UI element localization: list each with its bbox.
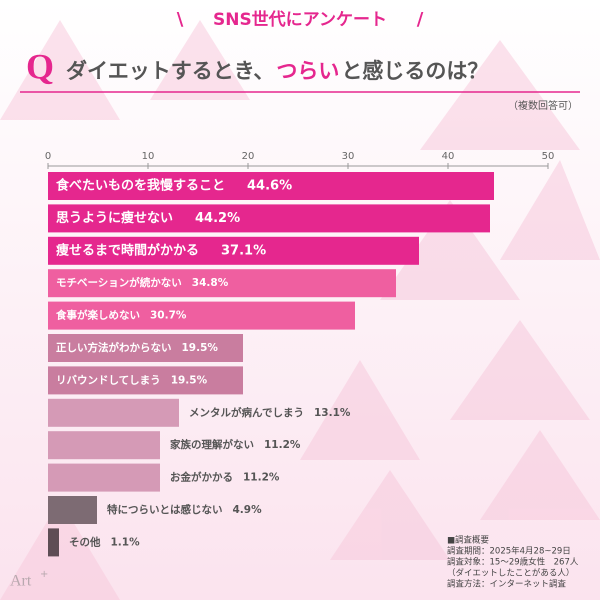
value-label: 44.6%: [247, 179, 292, 194]
logo-mark: +: [40, 569, 48, 580]
bar: [48, 204, 490, 233]
value-label: 44.2%: [195, 211, 240, 226]
decor-slash: /: [417, 9, 424, 30]
category-label: お金がかかる: [170, 471, 233, 484]
category-label: モチベーションが続かない: [56, 276, 182, 289]
category-label: 特につらいとは感じない: [107, 503, 223, 516]
logo: Art: [10, 573, 32, 590]
category-label: メンタルが病んでしまう: [189, 406, 304, 419]
value-label: 19.5%: [171, 374, 208, 386]
x-tick-label: 50: [542, 151, 555, 162]
category-label: 痩せるまで時間がかかる: [56, 242, 199, 258]
bar: [48, 398, 179, 427]
value-label: 30.7%: [150, 310, 187, 322]
bar: [48, 496, 97, 524]
bar: [48, 301, 355, 330]
x-tick-label: 40: [442, 151, 455, 162]
subtitle: SNS世代にアンケート: [213, 9, 387, 30]
bar: [48, 528, 59, 557]
value-label: 4.9%: [233, 504, 263, 516]
category-label: 食事が楽しめない: [55, 309, 140, 322]
bar: [48, 269, 396, 298]
title: ダイエットするとき、: [66, 59, 274, 83]
bar: [48, 236, 419, 265]
bar: [48, 172, 494, 200]
survey-note: 調査期間：2025年4月28~29日: [447, 546, 571, 557]
survey-note: ■調査概要: [447, 535, 490, 546]
value-label: 11.2%: [264, 439, 301, 451]
q-mark: Q: [26, 46, 54, 86]
category-label: 家族の理解がない: [170, 438, 254, 451]
value-label: 37.1%: [221, 243, 266, 258]
value-label: 34.8%: [192, 277, 229, 289]
x-tick-label: 10: [142, 151, 155, 162]
value-label: 13.1%: [314, 407, 351, 419]
category-label: リバウンドしてしまう: [56, 374, 161, 386]
bar: [48, 431, 160, 460]
category-label: 思うように痩せない: [56, 210, 173, 226]
x-tick-label: 30: [342, 151, 355, 162]
category-label: 食べたいものを我慢すること: [56, 178, 225, 194]
value-label: 11.2%: [243, 472, 280, 484]
decor-triangles: [0, 20, 600, 600]
title: と感じるのは？: [341, 59, 488, 83]
category-label: 正しい方法がわからない: [56, 341, 172, 354]
bar: [48, 366, 243, 395]
survey-note: （ダイエットしたことがある人）: [447, 568, 574, 579]
decor-slash: \: [177, 9, 184, 30]
survey-note: 調査方法：インターネット調査: [447, 579, 567, 590]
category-label: その他: [69, 535, 101, 548]
x-tick-label: 0: [45, 151, 51, 162]
bar: [48, 463, 160, 492]
value-label: 1.1%: [111, 536, 141, 548]
survey-note: 調査対象：15～29歳女性 267人: [447, 557, 579, 568]
x-tick-label: 20: [242, 151, 255, 162]
value-label: 19.5%: [182, 342, 219, 354]
note: （複数回答可）: [508, 99, 578, 112]
bar: [48, 334, 243, 362]
title-highlight: つらい: [276, 59, 339, 83]
